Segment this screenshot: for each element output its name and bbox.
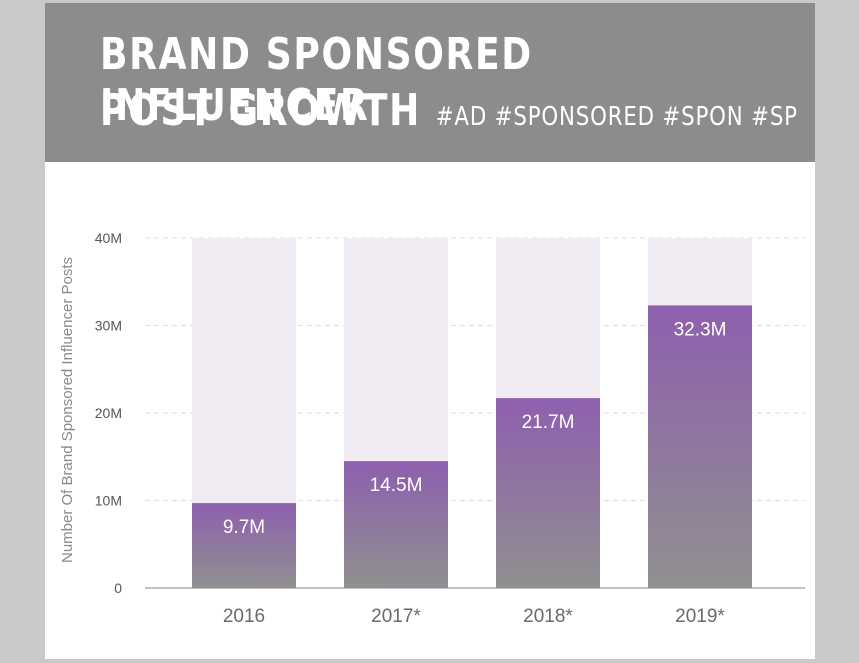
labels: 0 10M 20M 30M 40M 9.7M 2016 14.5M 2017* 21.7M 2018… [95, 230, 727, 627]
y-tick-label: 10M [95, 493, 122, 509]
title-line-2-text: POST GROWTH [100, 85, 421, 136]
title-line-2: POST GROWTH #AD #SPONSORED #SPON #SP [100, 85, 798, 136]
title-line-1: BRAND SPONSORED INFLUENCER [100, 29, 533, 131]
bars [192, 305, 752, 588]
bar-2019 [648, 305, 752, 588]
data-label: 32.3M [674, 319, 727, 340]
x-category-label: 2017* [371, 606, 421, 627]
bar-2018 [496, 398, 600, 588]
data-label: 14.5M [370, 475, 423, 496]
x-category-label: 2016 [223, 606, 265, 627]
header-banner: BRAND SPONSORED INFLUENCER POST GROWTH #A… [45, 3, 815, 162]
hashtags: #AD #SPONSORED #SPON #SP [435, 102, 798, 132]
data-label: 9.7M [223, 517, 265, 538]
y-tick-label: 40M [95, 230, 122, 246]
y-tick-label: 0 [114, 580, 122, 596]
x-category-label: 2019* [675, 606, 725, 627]
y-tick-label: 20M [95, 405, 122, 421]
bar-2017 [344, 461, 448, 588]
y-tick-label: 30M [95, 318, 122, 334]
y-axis-title: Number Of Brand Sponsored Influencer Pos… [59, 257, 76, 563]
bar-2016 [192, 503, 296, 588]
x-category-label: 2018* [523, 606, 573, 627]
data-label: 21.7M [522, 412, 575, 433]
